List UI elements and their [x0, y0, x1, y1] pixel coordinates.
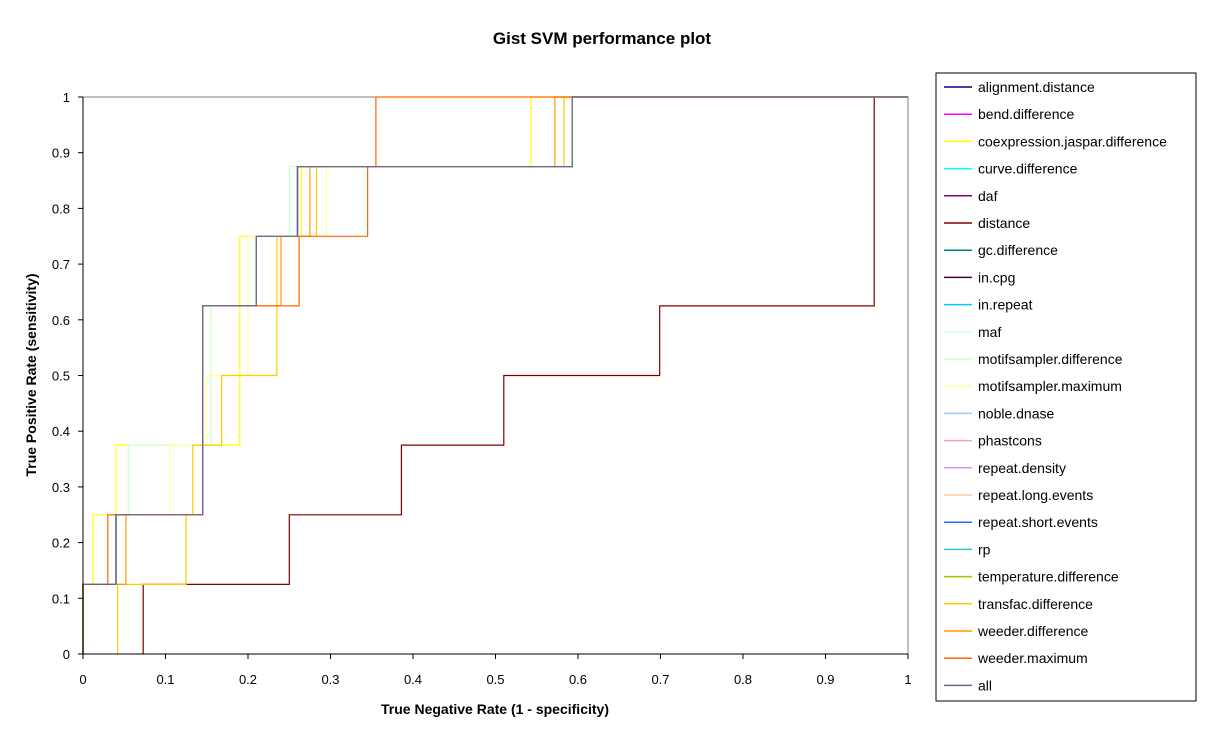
legend-label: alignment.distance [978, 79, 1095, 95]
legend-label: gc.difference [978, 242, 1058, 258]
legend-label: rp [978, 541, 991, 557]
legend-label: weeder.maximum [977, 650, 1088, 666]
legend-label: maf [978, 324, 1001, 340]
x-tick-label: 0.5 [486, 672, 504, 687]
legend-label: daf [978, 188, 998, 204]
y-tick-label: 1 [63, 90, 70, 105]
chart-title: Gist SVM performance plot [493, 29, 712, 48]
legend-label: weeder.difference [977, 623, 1088, 639]
x-tick-label: 0.4 [404, 672, 422, 687]
y-tick-label: 0.7 [52, 257, 70, 272]
y-tick-label: 0 [63, 647, 70, 662]
y-tick-label: 0.4 [52, 424, 70, 439]
x-axis-label: True Negative Rate (1 - specificity) [381, 701, 609, 717]
legend-label: repeat.short.events [978, 514, 1098, 530]
series-line-all [82, 96, 908, 654]
legend-label: curve.difference [978, 161, 1078, 177]
legend-label: coexpression.jaspar.difference [978, 133, 1167, 149]
x-tick-label: 0.1 [156, 672, 174, 687]
legend-label: distance [978, 215, 1030, 231]
legend-items: alignment.distance bend.difference coexpre… [944, 79, 1167, 693]
legend-label: motifsampler.maximum [978, 378, 1122, 394]
y-tick-label: 0.8 [52, 201, 70, 216]
legend-label: phastcons [978, 433, 1042, 449]
legend-label: in.repeat [978, 297, 1033, 313]
x-tick-label: 0.6 [569, 672, 587, 687]
y-tick-label: 0.6 [52, 313, 70, 328]
legend-label: repeat.density [978, 460, 1066, 476]
y-axis-label: True Positive Rate (sensitivity) [23, 273, 39, 476]
legend-frame [935, 72, 1197, 702]
legend-label: motifsampler.difference [978, 351, 1123, 367]
x-tick-label: 0.7 [651, 672, 669, 687]
x-tick-label: 0 [79, 672, 86, 687]
y-tick-label: 0.5 [52, 369, 70, 384]
legend-label: all [978, 677, 992, 693]
legend-label: in.cpg [978, 269, 1015, 285]
legend-label: temperature.difference [978, 569, 1119, 585]
y-ticks: 0 0.1 0.2 0.3 0.4 0.5 0.6 0.7 0.8 0.9 1 [52, 90, 83, 662]
legend-label: bend.difference [978, 106, 1074, 122]
series-line-distance [142, 96, 908, 654]
x-tick-label: 0.2 [239, 672, 257, 687]
series-group [82, 96, 908, 654]
x-tick-label: 0.3 [321, 672, 339, 687]
plot-area: 0 0.1 0.2 0.3 0.4 0.5 0.6 0.7 0.8 0.9 1 0 0.1 0.2 0.3… [52, 90, 912, 687]
legend-label: transfac.difference [978, 596, 1093, 612]
x-tick-label: 0.9 [816, 672, 834, 687]
legend: alignment.distance bend.difference coexpre… [935, 72, 1197, 702]
legend-label: noble.dnase [978, 405, 1055, 421]
x-ticks: 0 0.1 0.2 0.3 0.4 0.5 0.6 0.7 0.8 0.9 1 [79, 654, 912, 687]
legend-label: repeat.long.events [978, 487, 1093, 503]
x-tick-label: 0.8 [734, 672, 752, 687]
y-tick-label: 0.9 [52, 146, 70, 161]
y-tick-label: 0.1 [52, 591, 70, 606]
y-tick-label: 0.3 [52, 480, 70, 495]
y-tick-label: 0.2 [52, 536, 70, 551]
x-tick-label: 1 [904, 672, 911, 687]
